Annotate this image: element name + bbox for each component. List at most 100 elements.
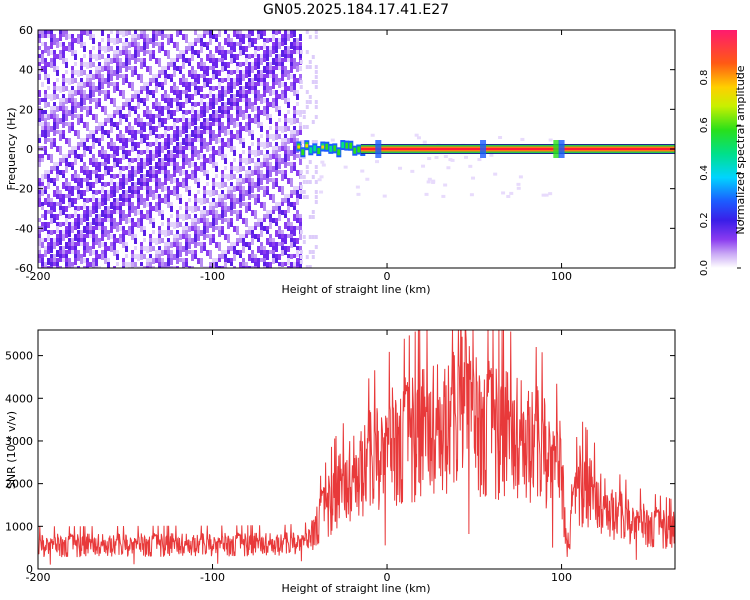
noise-cell: [59, 150, 62, 155]
noise-cell: [104, 62, 107, 67]
noise-cell: [218, 198, 221, 203]
noise-cell: [71, 238, 74, 245]
noise-cell: [44, 238, 47, 242]
noise-cell: [113, 38, 116, 45]
noise-cell: [360, 169, 365, 173]
noise-cell: [131, 86, 134, 91]
snr-y-tick-label: 0: [26, 563, 33, 576]
noise-cell: [302, 180, 306, 184]
noise-cell: [167, 50, 170, 57]
noise-cell: [227, 110, 230, 117]
noise-cell: [266, 74, 269, 78]
noise-cell: [62, 42, 65, 47]
noise-cell: [158, 58, 161, 65]
noise-cell: [185, 94, 188, 100]
noise-cell: [116, 58, 119, 64]
noise-cell: [56, 94, 59, 99]
noise-cell: [206, 102, 209, 108]
noise-cell: [80, 82, 83, 87]
noise-cell: [299, 222, 302, 226]
noise-cell: [191, 82, 194, 86]
noise-cell: [83, 266, 86, 268]
noise-cell: [176, 222, 179, 228]
noise-cell: [149, 70, 152, 75]
noise-cell: [59, 190, 62, 196]
noise-cell: [278, 230, 281, 236]
noise-cell: [209, 138, 212, 145]
noise-cell: [101, 194, 104, 198]
noise-cell: [215, 242, 218, 248]
noise-cell: [173, 146, 176, 153]
noise-cell: [41, 54, 44, 60]
noise-cell: [224, 126, 227, 130]
noise-cell: [161, 262, 164, 268]
noise-cell: [74, 150, 77, 156]
noise-cell: [116, 86, 119, 91]
noise-cell: [275, 222, 278, 226]
noise-cell: [260, 134, 263, 138]
noise-cell: [230, 78, 233, 85]
noise-cell: [131, 182, 134, 187]
noise-cell: [158, 234, 161, 240]
noise-cell: [296, 110, 299, 115]
noise-cell: [38, 202, 41, 207]
noise-cell: [107, 74, 110, 79]
noise-cell: [128, 158, 131, 164]
noise-cell: [185, 206, 188, 210]
noise-cell: [143, 62, 146, 67]
noise-cell: [182, 150, 185, 157]
noise-cell: [275, 38, 278, 45]
noise-cell: [122, 150, 125, 156]
noise-cell: [149, 50, 152, 54]
noise-cell: [104, 158, 107, 162]
noise-cell: [50, 166, 53, 172]
noise-cell: [299, 226, 302, 230]
noise-cell: [44, 174, 47, 179]
noise-cell: [266, 110, 269, 114]
noise-cell: [140, 262, 143, 267]
noise-cell: [131, 170, 134, 177]
noise-cell: [86, 182, 89, 188]
noise-cell: [167, 266, 170, 268]
noise-cell: [230, 198, 233, 204]
noise-cell: [107, 46, 110, 52]
noise-cell: [137, 190, 140, 197]
noise-cell: [170, 174, 173, 178]
noise-cell: [158, 46, 161, 53]
noise-cell: [269, 154, 272, 160]
noise-cell: [194, 202, 197, 208]
noise-cell: [185, 258, 188, 265]
noise-cell: [218, 254, 221, 260]
noise-cell: [251, 30, 254, 36]
noise-cell: [230, 202, 233, 207]
noise-cell: [233, 106, 236, 110]
noise-cell: [113, 142, 116, 148]
noise-cell: [122, 62, 125, 68]
noise-cell: [275, 74, 278, 80]
noise-cell: [269, 170, 272, 177]
noise-cell: [152, 206, 155, 211]
noise-cell: [47, 86, 50, 90]
noise-cell: [287, 138, 290, 144]
noise-cell: [206, 126, 209, 131]
noise-cell: [308, 65, 312, 69]
noise-cell: [155, 30, 158, 36]
noise-cell: [212, 146, 215, 151]
noise-cell: [314, 190, 318, 194]
noise-cell: [224, 130, 227, 136]
noise-cell: [248, 190, 251, 195]
noise-cell: [149, 142, 152, 147]
noise-cell: [206, 106, 209, 113]
noise-cell: [167, 254, 170, 260]
noise-cell: [134, 70, 137, 75]
noise-cell: [116, 226, 119, 232]
noise-cell: [200, 134, 203, 141]
signal-cell: [333, 145, 337, 152]
noise-cell: [125, 138, 128, 143]
noise-cell: [275, 98, 278, 103]
noise-cell: [143, 246, 146, 251]
noise-cell: [47, 258, 50, 265]
noise-cell: [110, 202, 113, 209]
noise-cell: [272, 154, 275, 159]
noise-cell: [179, 54, 182, 59]
